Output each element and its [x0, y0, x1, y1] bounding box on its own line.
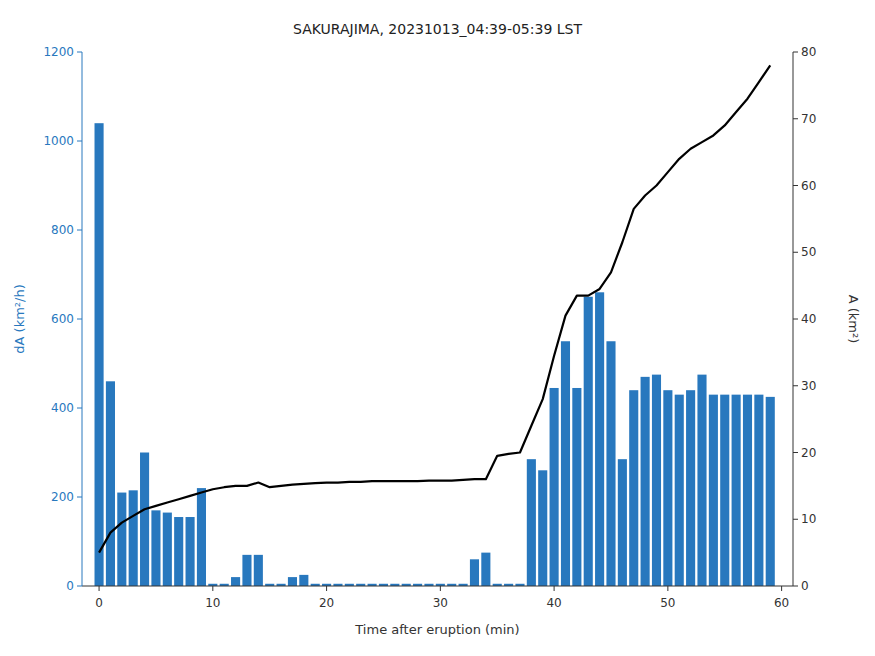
bar — [470, 559, 479, 586]
bar — [242, 555, 251, 586]
axes: 0102030405060020040060080010001200010203… — [43, 45, 816, 610]
y-tick — [77, 319, 82, 320]
bar — [299, 575, 308, 586]
y2-tick-label: 60 — [801, 179, 816, 193]
bar — [481, 553, 490, 586]
bar — [538, 470, 547, 586]
y2-tick — [793, 385, 798, 386]
x-tick — [781, 586, 782, 591]
bar — [595, 292, 604, 586]
y2-tick-label: 80 — [801, 45, 816, 59]
bar — [106, 381, 115, 586]
y2-tick — [793, 118, 798, 119]
bar — [720, 395, 729, 586]
bar — [618, 459, 627, 586]
x-tick-label: 40 — [546, 596, 561, 610]
bar — [197, 488, 206, 586]
y-tick-label: 600 — [51, 312, 74, 326]
y-tick — [77, 141, 82, 142]
y2-tick-label: 70 — [801, 112, 816, 126]
bar — [95, 123, 104, 586]
y-tick-label: 400 — [51, 401, 74, 415]
y-tick-label: 200 — [51, 490, 74, 504]
title: SAKURAJIMA, 20231013_04:39-05:39 LST — [293, 21, 582, 37]
chart: 0102030405060020040060080010001200010203… — [0, 0, 875, 656]
y-tick — [77, 497, 82, 498]
bar — [231, 577, 240, 586]
bar — [675, 395, 684, 586]
bar — [572, 388, 581, 586]
bar — [186, 517, 195, 586]
y2-tick-label: 30 — [801, 379, 816, 393]
x-tick — [667, 586, 668, 591]
bar — [697, 375, 706, 586]
x-tick-label: 0 — [95, 596, 103, 610]
y2-axis-label: A (km²) — [846, 295, 861, 344]
bar — [732, 395, 741, 586]
y-tick — [77, 408, 82, 409]
y2-tick — [793, 252, 798, 253]
bar — [561, 341, 570, 586]
y2-tick — [793, 319, 798, 320]
bar — [641, 377, 650, 586]
bar — [606, 341, 615, 586]
plot-area — [95, 65, 775, 586]
bar — [254, 555, 263, 586]
bar — [129, 490, 138, 586]
y2-tick — [793, 586, 798, 587]
bar — [663, 390, 672, 586]
y2-tick — [793, 519, 798, 520]
bar — [550, 388, 559, 586]
bar — [117, 493, 126, 586]
x-tick-label: 30 — [433, 596, 448, 610]
bar — [754, 395, 763, 586]
bar — [686, 390, 695, 586]
y-axis-label: dA (km²/h) — [12, 284, 27, 353]
x-tick-label: 50 — [660, 596, 675, 610]
y2-tick — [793, 185, 798, 186]
y2-tick — [793, 452, 798, 453]
y2-tick-label: 40 — [801, 312, 816, 326]
x-tick-label: 20 — [319, 596, 334, 610]
y2-tick-label: 10 — [801, 512, 816, 526]
line — [99, 65, 770, 552]
bar — [629, 390, 638, 586]
y-tick — [77, 52, 82, 53]
x-tick-label: 10 — [205, 596, 220, 610]
y-tick-label: 1200 — [43, 45, 74, 59]
bar — [174, 517, 183, 586]
y-tick — [77, 230, 82, 231]
bar — [584, 297, 593, 586]
x-tick — [440, 586, 441, 591]
y-tick-label: 0 — [66, 579, 74, 593]
bar — [652, 375, 661, 586]
x-tick — [326, 586, 327, 591]
y2-tick — [793, 52, 798, 53]
x-tick — [99, 586, 100, 591]
y2-tick-label: 20 — [801, 446, 816, 460]
y-tick-label: 1000 — [43, 134, 74, 148]
bar — [527, 459, 536, 586]
y-tick-label: 800 — [51, 223, 74, 237]
bar — [743, 395, 752, 586]
bar — [151, 510, 160, 586]
bar — [163, 513, 172, 586]
x-tick — [554, 586, 555, 591]
bar — [140, 453, 149, 587]
x-tick-label: 60 — [774, 596, 789, 610]
x-axis-line — [82, 586, 793, 587]
x-tick — [212, 586, 213, 591]
x-axis-label: Time after eruption (min) — [354, 622, 519, 637]
y-tick — [77, 586, 82, 587]
bar — [709, 395, 718, 586]
bar — [288, 577, 297, 586]
y2-tick-label: 0 — [801, 579, 809, 593]
y2-tick-label: 50 — [801, 245, 816, 259]
bar — [766, 397, 775, 586]
